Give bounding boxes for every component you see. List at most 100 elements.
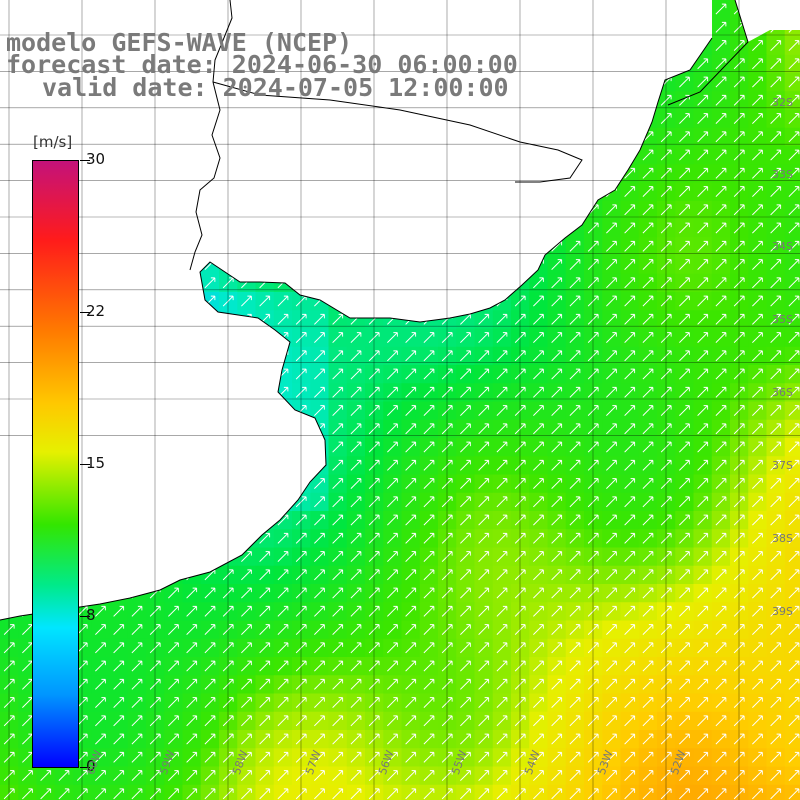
wind-arrow — [533, 770, 544, 781]
wind-arrow — [259, 770, 271, 781]
wind-arrow — [624, 551, 636, 562]
wind-arrow — [606, 770, 617, 781]
wind-arrow — [332, 441, 344, 453]
wind-arrow — [624, 514, 636, 526]
wind-arrow — [533, 514, 544, 526]
wind-arrow — [204, 751, 216, 763]
wind-arrow — [551, 496, 563, 508]
field-cell — [511, 784, 530, 800]
wind-arrow — [770, 277, 782, 289]
field-cell — [784, 565, 800, 585]
wind-arrow — [186, 624, 198, 635]
wind-arrow — [478, 350, 490, 362]
wind-arrow — [788, 40, 800, 51]
lat-label: 37S — [772, 459, 793, 472]
wind-arrow — [277, 733, 289, 745]
wind-arrow — [277, 642, 289, 654]
wind-arrow — [679, 733, 690, 745]
wind-arrow — [277, 551, 289, 562]
wind-arrow — [642, 788, 654, 800]
wind-arrow — [332, 715, 344, 727]
wind-arrow — [478, 733, 490, 745]
wind-arrow — [606, 715, 617, 727]
wind-arrow — [770, 423, 782, 435]
wind-arrow — [551, 350, 563, 362]
wind-arrow — [478, 569, 490, 581]
wind-arrow — [788, 569, 800, 581]
wind-arrow — [606, 751, 617, 763]
wind-arrow — [642, 770, 654, 781]
wind-arrow — [204, 788, 216, 800]
field-cell — [18, 784, 38, 800]
wind-arrow — [788, 295, 800, 307]
field-cell — [73, 784, 92, 800]
field-cell — [784, 547, 800, 567]
wind-arrow — [533, 368, 544, 380]
wind-arrow — [405, 770, 417, 781]
wind-arrow — [478, 368, 490, 380]
lat-label: 34S — [772, 240, 793, 253]
wind-arrow — [788, 350, 800, 362]
wind-arrow — [350, 405, 362, 416]
wind-arrow — [679, 167, 690, 179]
wind-arrow — [186, 587, 198, 599]
wind-arrow — [642, 204, 654, 216]
wind-arrow — [423, 332, 435, 343]
wind-arrow — [788, 186, 800, 197]
field-cell — [365, 784, 384, 800]
wind-arrow — [533, 715, 544, 727]
wind-arrow — [113, 715, 125, 727]
wind-arrow — [679, 496, 690, 508]
wind-arrow — [277, 624, 289, 635]
field-cell — [638, 784, 658, 800]
wind-arrow — [241, 295, 252, 307]
wind-arrow — [533, 405, 544, 416]
wind-arrow — [642, 405, 654, 416]
wind-arrow — [770, 660, 782, 672]
wind-arrow — [606, 624, 617, 635]
wind-arrow — [697, 770, 709, 781]
wind-arrow — [423, 514, 435, 526]
field-cell — [784, 255, 800, 275]
wind-arrow — [715, 733, 727, 745]
wind-arrow — [168, 770, 179, 781]
wind-arrow — [423, 678, 435, 690]
wind-arrow — [624, 423, 636, 435]
wind-arrow — [350, 569, 362, 581]
wind-arrow — [277, 569, 289, 581]
wind-arrow — [405, 624, 417, 635]
wind-arrow — [259, 751, 271, 763]
wind-arrow — [624, 332, 636, 343]
wind-arrow — [405, 350, 417, 362]
wind-arrow — [679, 569, 690, 581]
wind-arrow — [715, 788, 727, 800]
wind-arrow — [496, 386, 508, 398]
wind-arrow — [95, 751, 106, 763]
wind-arrow — [241, 624, 252, 635]
wind-arrow — [752, 204, 763, 216]
wind-arrow — [770, 624, 782, 635]
wind-arrow — [131, 770, 143, 781]
wind-arrow — [350, 551, 362, 562]
wind-arrow — [697, 76, 709, 88]
wind-arrow — [642, 496, 654, 508]
wind-arrow — [642, 624, 654, 635]
field-cell — [784, 401, 800, 421]
wind-arrow — [642, 605, 654, 617]
field-cell — [383, 784, 403, 800]
wind-arrow — [277, 660, 289, 672]
wind-arrow — [259, 788, 271, 800]
wind-arrow — [770, 350, 782, 362]
wind-arrow — [788, 259, 800, 270]
wind-arrow — [332, 697, 344, 708]
lat-label: 36S — [772, 386, 793, 399]
wind-arrow — [642, 660, 654, 672]
wind-arrow — [204, 660, 216, 672]
wind-arrow — [624, 751, 636, 763]
wind-arrow — [332, 788, 344, 800]
wind-arrow — [131, 788, 143, 800]
field-cell — [584, 784, 603, 800]
wind-arrow — [642, 751, 654, 763]
wind-arrow — [569, 678, 581, 690]
wind-arrow — [697, 313, 709, 325]
